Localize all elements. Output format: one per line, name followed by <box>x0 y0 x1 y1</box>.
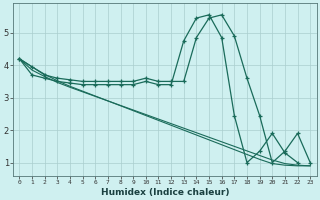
X-axis label: Humidex (Indice chaleur): Humidex (Indice chaleur) <box>100 188 229 197</box>
